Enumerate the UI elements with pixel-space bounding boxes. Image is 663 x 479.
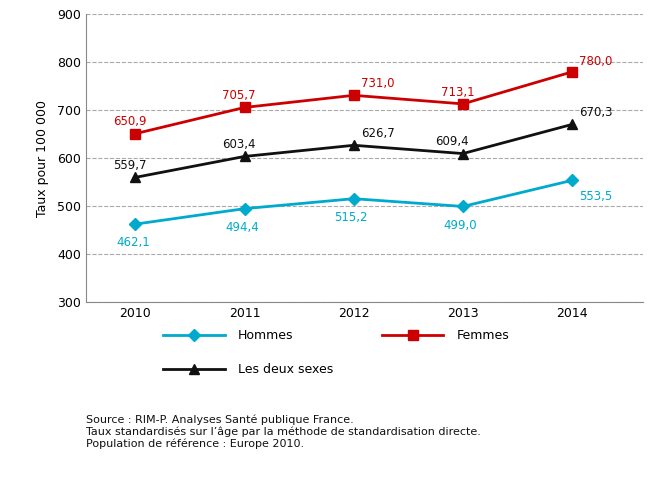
Text: 515,2: 515,2 xyxy=(334,211,368,224)
Text: 705,7: 705,7 xyxy=(222,89,256,102)
Text: 499,0: 499,0 xyxy=(444,219,477,232)
Text: 713,1: 713,1 xyxy=(441,86,474,99)
Text: 462,1: 462,1 xyxy=(116,236,150,250)
Text: 553,5: 553,5 xyxy=(579,190,613,203)
Text: 731,0: 731,0 xyxy=(361,77,394,90)
Text: Hommes: Hommes xyxy=(238,329,293,342)
Text: 494,4: 494,4 xyxy=(225,221,259,234)
Text: Les deux sexes: Les deux sexes xyxy=(238,363,333,376)
Text: 780,0: 780,0 xyxy=(579,55,613,68)
Text: 609,4: 609,4 xyxy=(435,135,469,148)
Text: 626,7: 626,7 xyxy=(361,127,394,140)
Text: Femmes: Femmes xyxy=(457,329,509,342)
Text: 670,3: 670,3 xyxy=(579,106,613,119)
Text: 603,4: 603,4 xyxy=(222,138,256,151)
Text: 559,7: 559,7 xyxy=(113,159,147,172)
Y-axis label: Taux pour 100 000: Taux pour 100 000 xyxy=(36,100,49,217)
Text: Source : RIM-P. Analyses Santé publique France.
Taux standardisés sur l’âge par : Source : RIM-P. Analyses Santé publique … xyxy=(86,414,481,449)
Text: 650,9: 650,9 xyxy=(113,115,147,128)
